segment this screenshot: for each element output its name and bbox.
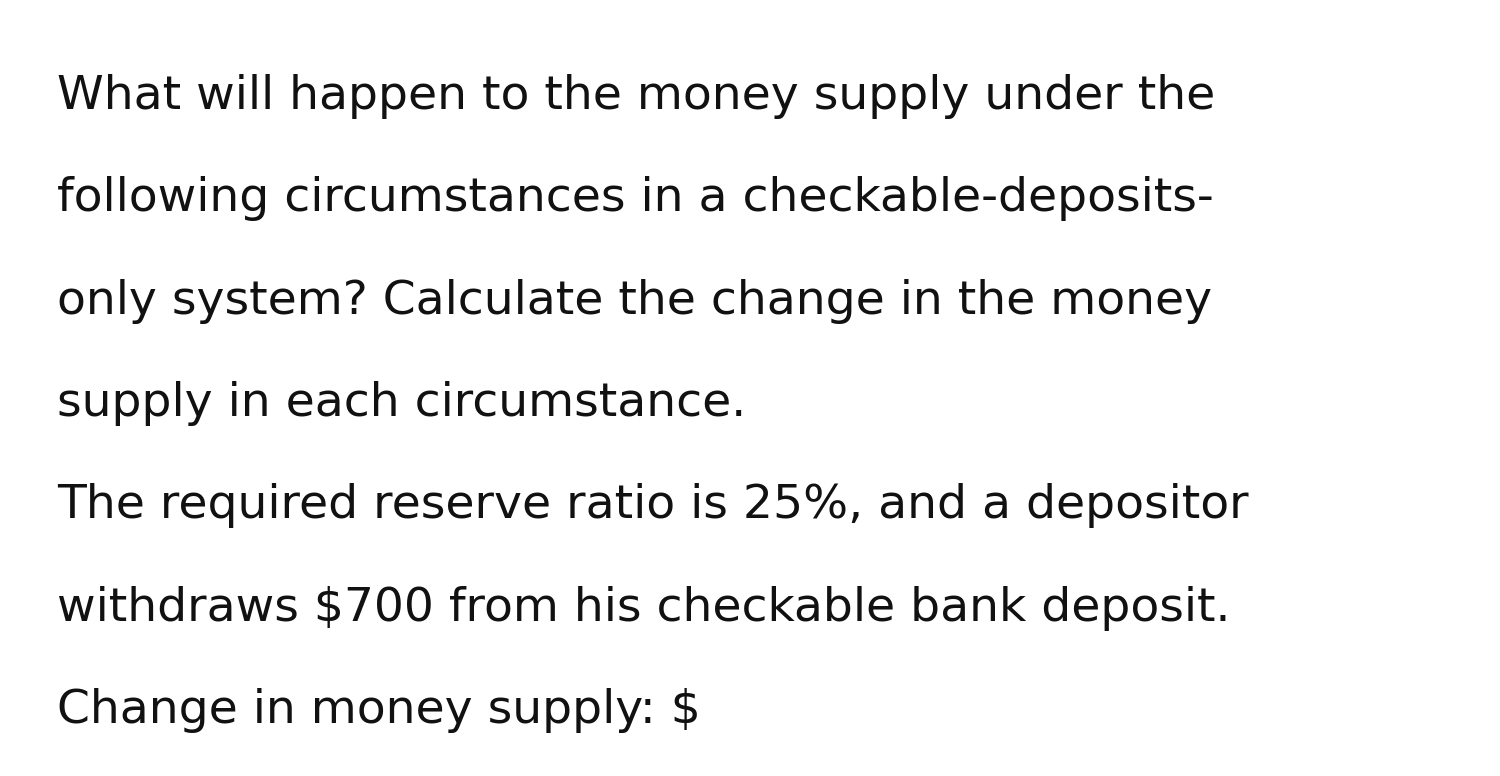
Text: following circumstances in a checkable-deposits-: following circumstances in a checkable-d… bbox=[57, 176, 1214, 221]
Text: only system? Calculate the change in the money: only system? Calculate the change in the… bbox=[57, 279, 1212, 324]
Text: withdraws $700 from his checkable bank deposit.: withdraws $700 from his checkable bank d… bbox=[57, 586, 1230, 631]
Text: supply in each circumstance.: supply in each circumstance. bbox=[57, 381, 747, 426]
Text: Change in money supply: $: Change in money supply: $ bbox=[57, 688, 701, 733]
Text: What will happen to the money supply under the: What will happen to the money supply und… bbox=[57, 74, 1215, 119]
Text: The required reserve ratio is 25%, and a depositor: The required reserve ratio is 25%, and a… bbox=[57, 483, 1248, 528]
